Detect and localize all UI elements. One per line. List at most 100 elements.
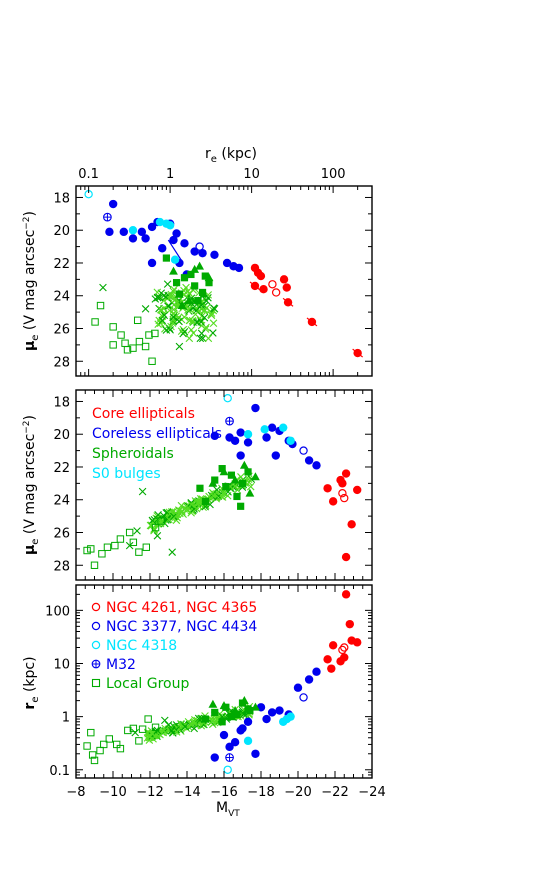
x-tick-label: −8	[66, 785, 85, 800]
data-point	[157, 517, 165, 525]
data-point	[327, 664, 336, 673]
x-axis-title-bottom: MVT	[216, 800, 240, 819]
data-point	[186, 316, 194, 325]
data-point	[88, 751, 97, 759]
data-point	[141, 342, 150, 351]
data-point	[237, 502, 245, 510]
data-point	[125, 528, 134, 537]
data-point	[223, 765, 232, 774]
data-point	[169, 512, 178, 521]
data-point	[208, 717, 217, 726]
data-point	[147, 222, 157, 232]
data-point	[230, 436, 240, 445]
legend-marker	[91, 640, 101, 650]
data-point	[108, 199, 118, 209]
data-point	[164, 721, 173, 729]
data-point	[105, 227, 114, 237]
data-point	[103, 212, 112, 222]
data-point	[205, 279, 213, 287]
data-point	[173, 510, 182, 519]
data-point	[151, 329, 159, 338]
data-point	[137, 227, 147, 237]
data-point	[153, 293, 162, 302]
data-point	[341, 552, 351, 562]
y-tick-label: 28	[53, 559, 70, 574]
x-tick-label: −20	[284, 785, 311, 800]
data-point	[148, 516, 157, 525]
data-point	[328, 641, 338, 650]
data-point	[208, 478, 218, 487]
data-layer	[83, 189, 364, 774]
data-point	[225, 753, 234, 762]
data-point	[170, 255, 180, 264]
data-point	[340, 493, 349, 503]
data-point	[124, 726, 132, 735]
data-point	[129, 724, 138, 733]
legend-label: NGC 3377, NGC 4434	[106, 619, 257, 635]
data-point	[219, 467, 229, 476]
data-point	[148, 729, 157, 738]
x-tick-label: −12	[136, 785, 163, 800]
data-point	[138, 487, 147, 496]
data-point	[98, 550, 106, 558]
data-point	[229, 483, 237, 491]
x-tick-label: 0.1	[78, 167, 99, 182]
data-point	[133, 527, 141, 535]
data-point	[168, 548, 176, 556]
data-point	[259, 284, 268, 294]
data-point	[293, 683, 303, 692]
data-point	[208, 699, 218, 708]
data-point	[286, 436, 295, 445]
data-point	[338, 488, 347, 498]
data-point	[233, 710, 241, 719]
y-tick-label: 20	[53, 428, 70, 443]
data-point	[125, 541, 134, 550]
data-point	[178, 722, 186, 731]
data-point	[323, 655, 332, 664]
data-point	[175, 317, 183, 326]
data-point	[135, 737, 143, 745]
x-tick-label: −14	[173, 785, 200, 800]
data-point	[180, 327, 189, 336]
data-point	[282, 283, 291, 292]
data-point	[341, 590, 351, 599]
data-point	[109, 323, 117, 331]
data-point	[90, 756, 99, 765]
y-tick-label: 26	[53, 527, 70, 542]
data-point	[164, 302, 172, 310]
y-tick-label: 28	[53, 355, 70, 370]
data-point	[243, 717, 253, 726]
data-point	[160, 311, 169, 320]
x-tick-label: 1	[166, 167, 174, 182]
data-point	[204, 273, 214, 282]
legend-label: Coreless ellipticals	[92, 426, 222, 442]
data-point	[353, 485, 362, 495]
data-point	[87, 728, 95, 737]
data-point	[218, 493, 227, 501]
data-point	[109, 341, 117, 349]
data-point	[180, 274, 189, 282]
data-point	[160, 296, 168, 305]
legend-label: S0 bulges	[92, 466, 161, 482]
data-point	[181, 722, 189, 731]
data-point	[187, 326, 196, 334]
data-point	[323, 484, 332, 493]
data-point	[129, 538, 138, 547]
legend-marker	[91, 621, 101, 631]
x-tick-label: 100	[321, 167, 346, 182]
data-point	[279, 423, 288, 432]
data-point	[194, 714, 203, 723]
data-point	[151, 723, 160, 731]
data-point	[251, 403, 260, 413]
data-point	[90, 561, 99, 569]
data-point	[165, 515, 173, 524]
data-point	[211, 708, 219, 717]
data-point	[222, 483, 230, 491]
data-point	[225, 416, 234, 426]
data-point	[262, 714, 271, 724]
legend-marker	[91, 678, 101, 688]
data-point	[230, 475, 240, 484]
error-bar	[282, 297, 294, 307]
data-point	[172, 279, 181, 287]
data-point	[286, 712, 295, 721]
